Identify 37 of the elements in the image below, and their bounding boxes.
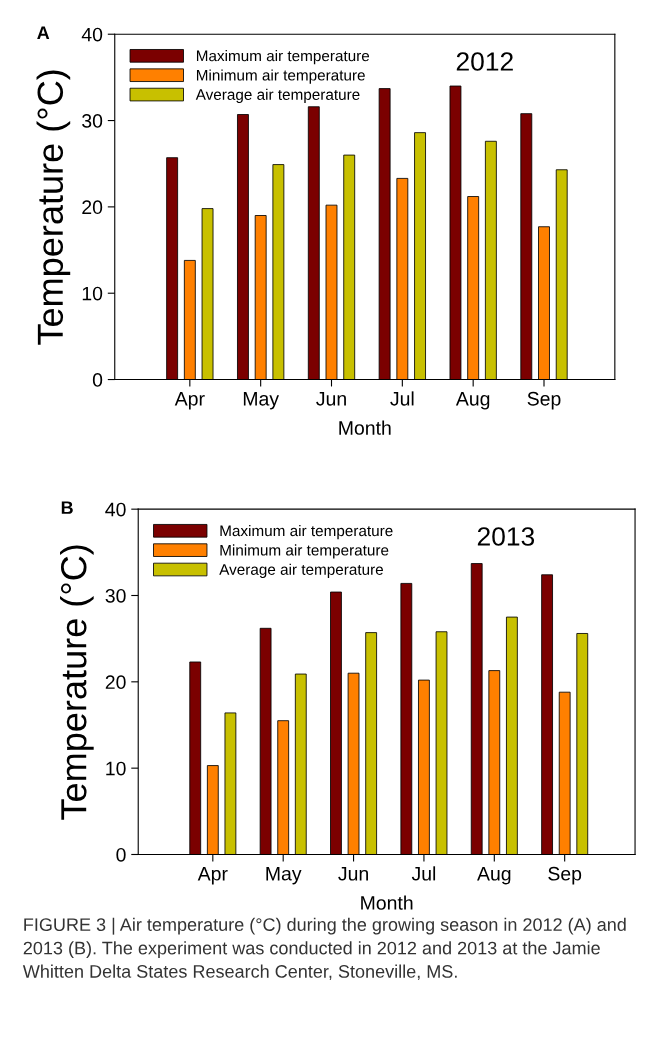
legend-label: Average air temperature [219,563,383,578]
x-axis-title: Month [361,895,413,910]
x-tick-label: May [243,392,279,410]
x-tick-label: Jul [411,866,436,881]
caption: FIGURE 3 | Air temperature (°C) during the growing season in 2012 (A) and 2013 (B). The experiment was conducted in 2012 and 2013 at the Jamie Whitten Delta States Research Center, Stoneville, MS. [22,917,626,980]
text: A [37,26,50,39]
y-tick-label: 20 [105,675,126,690]
y-tick-label: 10 [106,761,126,776]
x-tick-label: Sep [548,866,582,885]
y-axis-title: Temperature (°C) [60,545,94,820]
y-tick-label: 40 [105,502,126,517]
y-tick-label: 30 [82,114,103,128]
y-tick-label: 0 [92,373,103,387]
y-axis-title: Temperature (°C) [36,70,71,345]
x-tick-label: Sep [527,391,561,410]
legend-label: Maximum air temperature [220,524,393,540]
y-tick-label: 0 [116,847,126,862]
text: 2012 [456,52,513,71]
x-tick-label: Apr [197,867,228,885]
x-tick-label: Aug [455,392,490,410]
x-tick-label: Apr [174,392,205,410]
legend-label: Average air temperature [195,88,360,104]
x-tick-label: May [266,867,302,885]
legend-label: Minimum air temperature [220,544,389,559]
x-tick-label: Jun [338,867,368,881]
y-tick-label: 10 [82,286,103,301]
legend-label: Maximum air temperature [196,50,370,65]
text: 2013 [477,527,535,546]
text: B [61,501,73,514]
y-tick-label: 30 [105,588,126,603]
x-tick-label: Jun [316,392,346,406]
x-axis-title: Month [339,420,391,435]
y-tick-label: 40 [81,27,103,42]
y-tick-label: 20 [82,200,103,215]
legend-label: Minimum air temperature [196,69,365,84]
x-tick-label: Jul [390,391,414,406]
x-tick-label: Aug [477,867,511,885]
